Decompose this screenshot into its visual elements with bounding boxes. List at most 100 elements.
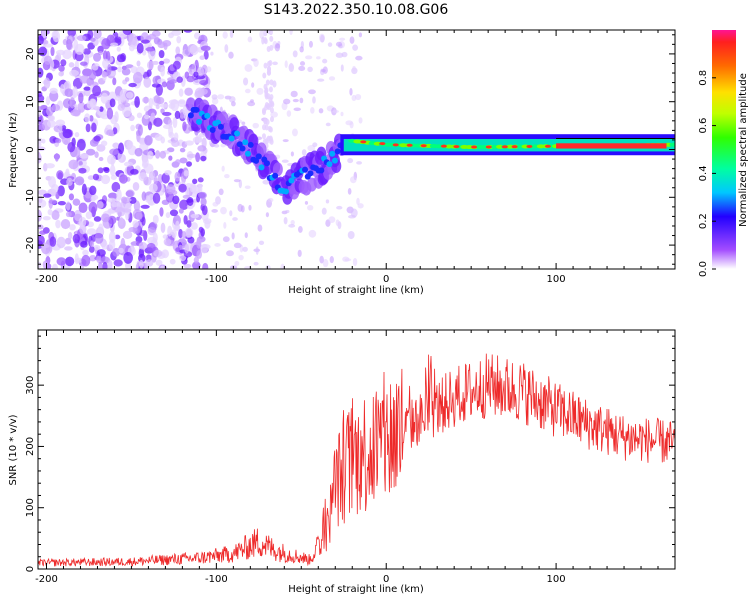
noise-blob: [171, 229, 177, 238]
noise-blob: [42, 260, 48, 269]
noise-blob: [89, 240, 95, 248]
noise-blob: [120, 196, 128, 204]
noise-blob: [49, 87, 58, 94]
noise-blob: [340, 64, 344, 72]
noise-blob: [117, 103, 125, 111]
noise-blob: [150, 112, 156, 119]
noise-blob: [176, 76, 183, 83]
snr-y-tick-label: 0: [25, 566, 36, 572]
noise-blob: [325, 199, 330, 204]
noise-blob: [179, 147, 186, 153]
noise-blob: [87, 175, 95, 180]
noise-blob: [175, 159, 181, 166]
noise-blob: [160, 222, 166, 234]
noise-blob: [68, 159, 79, 170]
colorbar-tick-label: 0.0: [698, 261, 709, 277]
noise-blob: [43, 77, 51, 89]
noise-blob: [147, 60, 154, 70]
noise-blob: [265, 212, 269, 218]
noise-blob: [38, 35, 44, 45]
noise-blob: [159, 60, 165, 65]
noise-blob: [56, 236, 66, 249]
noise-blob: [178, 88, 184, 97]
ridge-core: [272, 172, 279, 179]
noise-blob: [82, 249, 89, 256]
noise-blob: [198, 132, 206, 138]
noise-blob: [356, 161, 363, 165]
ridge-core: [228, 135, 235, 142]
noise-blob: [148, 97, 153, 110]
noise-blob: [322, 58, 328, 64]
spectrogram-x-tick-label: 100: [547, 274, 566, 285]
noise-blob: [162, 124, 172, 130]
noise-blob: [38, 151, 41, 163]
noise-blob: [263, 37, 268, 44]
tone-band-peak: [526, 144, 533, 148]
noise-blob: [62, 128, 73, 139]
noise-blob: [41, 30, 47, 39]
noise-blob: [266, 60, 271, 67]
noise-blob: [64, 237, 72, 245]
noise-blob: [55, 119, 66, 127]
noise-blob: [79, 224, 87, 235]
noise-blob: [145, 47, 156, 52]
noise-blob: [200, 155, 207, 162]
spectrogram-x-tick-label: -100: [205, 274, 228, 285]
noise-blob: [269, 79, 274, 86]
noise-blob: [140, 39, 150, 44]
noise-blob: [153, 176, 158, 185]
tone-band-dot: [669, 142, 675, 147]
noise-blob: [270, 116, 275, 123]
colorbar-tick-label: 0.2: [698, 213, 709, 229]
noise-blob: [47, 114, 55, 122]
noise-blob: [100, 92, 109, 104]
noise-blob: [78, 153, 89, 159]
noise-blob: [74, 176, 85, 186]
noise-blob: [175, 247, 181, 252]
noise-blob: [192, 178, 198, 185]
noise-blob: [200, 197, 207, 207]
noise-blob: [190, 222, 198, 230]
noise-blob: [128, 82, 137, 88]
noise-blob: [178, 183, 187, 193]
noise-blob: [319, 255, 324, 264]
noise-blob: [94, 151, 99, 159]
ridge-core: [193, 106, 200, 113]
spectrogram-x-tick-label: -200: [35, 274, 58, 285]
noise-blob: [107, 259, 113, 269]
noise-blob: [352, 257, 358, 267]
noise-blob: [327, 42, 333, 47]
noise-blob: [262, 72, 267, 79]
noise-blob: [88, 70, 97, 81]
noise-blob: [151, 83, 161, 88]
noise-blob: [101, 71, 108, 78]
noise-blob: [94, 232, 104, 244]
noise-blob: [244, 88, 251, 94]
noise-blob: [237, 203, 243, 212]
noise-blob: [128, 226, 138, 233]
noise-blob: [130, 168, 139, 175]
noise-blob: [168, 99, 179, 105]
noise-blob: [212, 201, 219, 207]
noise-blob: [317, 78, 325, 82]
noise-blob: [85, 123, 91, 133]
noise-blob: [98, 261, 103, 269]
ridge-core: [331, 157, 338, 164]
ridge-core: [204, 112, 211, 119]
noise-blob: [269, 35, 274, 42]
noise-blob: [77, 103, 83, 110]
noise-blob: [298, 65, 306, 71]
ridge-core: [187, 112, 194, 119]
noise-blob: [244, 232, 248, 239]
noise-blob: [248, 204, 252, 211]
noise-blob: [228, 51, 234, 59]
noise-blob: [125, 91, 134, 99]
noise-blob: [106, 129, 114, 137]
ridge-core: [307, 170, 314, 177]
noise-blob: [117, 151, 124, 163]
noise-blob: [112, 142, 120, 149]
noise-blob: [328, 216, 336, 223]
noise-blob: [124, 77, 130, 82]
noise-blob: [102, 58, 110, 69]
snr-y-tick-label: 100: [25, 498, 36, 517]
